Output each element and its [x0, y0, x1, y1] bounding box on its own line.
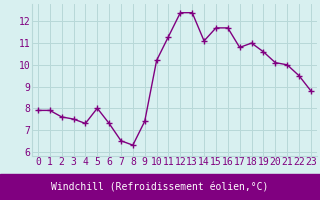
Text: Windchill (Refroidissement éolien,°C): Windchill (Refroidissement éolien,°C): [51, 182, 269, 192]
